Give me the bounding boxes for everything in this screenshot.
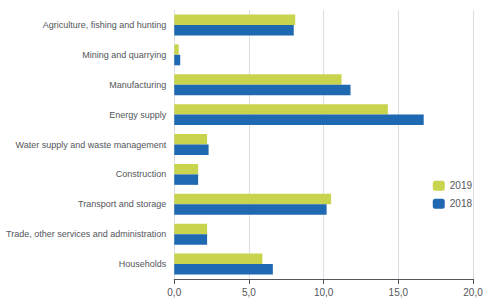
svg-text:0,0: 0,0 [167, 287, 181, 298]
svg-text:5,0: 5,0 [242, 287, 256, 298]
svg-text:Manufacturing: Manufacturing [109, 80, 166, 90]
svg-text:Trade, other services and admi: Trade, other services and administration [6, 229, 166, 239]
svg-text:20,0: 20,0 [463, 287, 483, 298]
svg-text:Households: Households [119, 259, 167, 269]
svg-text:Energy supply: Energy supply [109, 110, 167, 120]
svg-text:Transport and storage: Transport and storage [78, 199, 166, 209]
svg-text:Construction: Construction [116, 169, 167, 179]
svg-text:Agriculture, fishing and hunti: Agriculture, fishing and hunting [43, 20, 167, 30]
svg-text:2018: 2018 [450, 198, 473, 209]
svg-text:Mining and quarrying: Mining and quarrying [82, 50, 166, 60]
svg-text:15,0: 15,0 [389, 287, 409, 298]
svg-text:Water supply and waste managem: Water supply and waste management [15, 140, 166, 150]
svg-text:2019: 2019 [450, 180, 473, 191]
svg-text:10,0: 10,0 [314, 287, 334, 298]
